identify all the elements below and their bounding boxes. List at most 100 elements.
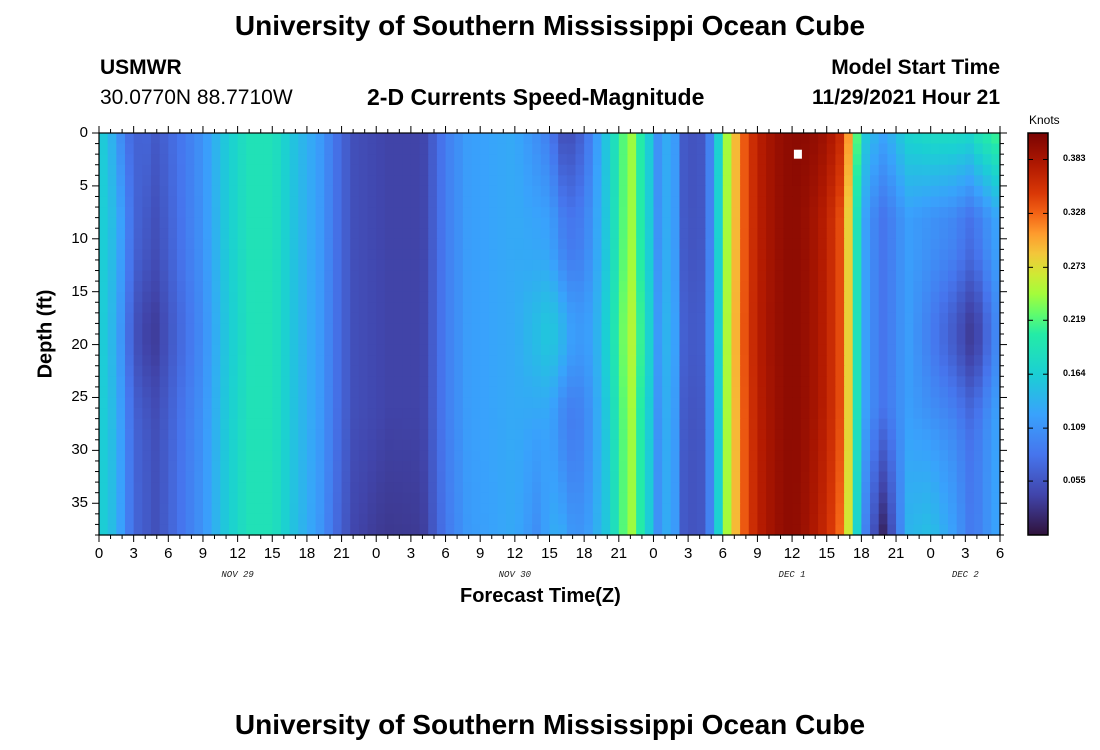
heatmap-cell — [540, 133, 551, 145]
heatmap-cell — [887, 492, 897, 504]
heatmap-cell — [341, 439, 351, 451]
heatmap-cell — [228, 302, 239, 314]
heatmap-cell — [636, 238, 646, 250]
heatmap-cell — [662, 460, 672, 473]
heatmap-cell — [280, 312, 291, 325]
heatmap-cell — [740, 376, 750, 388]
heatmap-cell — [376, 291, 386, 303]
heatmap-cell — [549, 281, 559, 293]
heatmap-cell — [332, 291, 343, 303]
heatmap-cell — [506, 207, 516, 219]
heatmap-cell — [974, 503, 984, 515]
heatmap-cell — [107, 418, 117, 430]
heatmap-cell — [124, 471, 135, 483]
heatmap-cell — [298, 471, 308, 483]
heatmap-cell — [289, 418, 299, 430]
heatmap-cell — [211, 439, 221, 451]
heatmap-cell — [246, 207, 256, 219]
heatmap-cell — [653, 207, 663, 219]
heatmap-cell — [956, 302, 966, 314]
heatmap-cell — [618, 175, 629, 187]
heatmap-cell — [168, 217, 178, 229]
heatmap-cell — [254, 281, 265, 293]
heatmap-cell — [913, 185, 923, 198]
heatmap-cell — [852, 217, 862, 229]
heatmap-cell — [107, 164, 117, 176]
heatmap-cell — [852, 482, 862, 494]
heatmap-cell — [549, 471, 559, 483]
heatmap-cell — [670, 386, 681, 399]
heatmap-cell — [722, 492, 733, 504]
heatmap-cell — [168, 175, 178, 187]
heatmap-cell — [194, 259, 204, 272]
heatmap-cell — [176, 217, 187, 229]
heatmap-cell — [263, 302, 273, 314]
heatmap-cell — [107, 386, 117, 399]
heatmap-cell — [748, 238, 759, 250]
heatmap-cell — [748, 281, 759, 293]
heatmap-cell — [462, 503, 473, 515]
heatmap-cell — [662, 302, 672, 314]
heatmap-cell — [159, 196, 169, 208]
heatmap-cell — [956, 450, 966, 462]
heatmap-cell — [748, 249, 759, 261]
heatmap-cell — [956, 207, 966, 219]
heatmap-cell — [116, 302, 126, 314]
heatmap-cell — [228, 460, 239, 473]
heatmap-cell — [168, 238, 178, 250]
heatmap-cell — [228, 217, 239, 229]
heatmap-cell — [211, 323, 221, 335]
heatmap-cell — [393, 450, 403, 462]
heatmap-cell — [653, 228, 663, 240]
heatmap-cell — [939, 175, 949, 187]
heatmap-cell — [324, 418, 334, 430]
heatmap-cell — [913, 471, 923, 483]
heatmap-cell — [306, 302, 317, 314]
heatmap-cell — [289, 312, 299, 325]
heatmap-cell — [436, 344, 447, 356]
heatmap-cell — [194, 397, 204, 409]
heatmap-cell — [774, 207, 785, 219]
heatmap-cell — [939, 143, 949, 155]
heatmap-cell — [887, 196, 897, 208]
heatmap-cell — [670, 408, 681, 420]
heatmap-cell — [783, 365, 793, 377]
heatmap-cell — [861, 228, 871, 240]
heatmap-cell — [99, 228, 109, 240]
heatmap-cell — [202, 207, 213, 219]
heatmap-cell — [948, 249, 958, 261]
heatmap-cell — [228, 281, 239, 293]
heatmap-cell — [731, 376, 741, 388]
heatmap-cell — [419, 397, 429, 409]
heatmap-cell — [558, 439, 568, 451]
heatmap-cell — [670, 259, 681, 272]
heatmap-cell — [176, 281, 187, 293]
heatmap-cell — [280, 503, 291, 515]
heatmap-cell — [575, 312, 585, 325]
heatmap-cell — [124, 492, 135, 504]
heatmap-cell — [523, 418, 533, 430]
heatmap-cell — [965, 291, 975, 303]
heatmap-cell — [852, 302, 862, 314]
heatmap-cell — [116, 365, 126, 377]
heatmap-cell — [341, 344, 351, 356]
heatmap-cell — [202, 513, 213, 526]
heatmap-cell — [376, 482, 386, 494]
heatmap-cell — [272, 270, 282, 282]
heatmap-cell — [974, 133, 984, 145]
heatmap-cell — [133, 281, 143, 293]
heatmap-cell — [419, 408, 429, 420]
heatmap-cell — [826, 460, 836, 473]
heatmap-cell — [653, 513, 663, 526]
heatmap-cell — [393, 302, 403, 314]
heatmap-cell — [254, 429, 265, 441]
heatmap-cell — [974, 513, 984, 526]
heatmap-cell — [861, 439, 871, 451]
heatmap-cell — [488, 429, 499, 441]
heatmap-cell — [566, 154, 577, 166]
heatmap-cell — [237, 133, 247, 145]
heatmap-cell — [306, 207, 317, 219]
heatmap-cell — [679, 291, 689, 303]
heatmap-cell — [818, 185, 828, 198]
heatmap-cell — [410, 175, 421, 187]
